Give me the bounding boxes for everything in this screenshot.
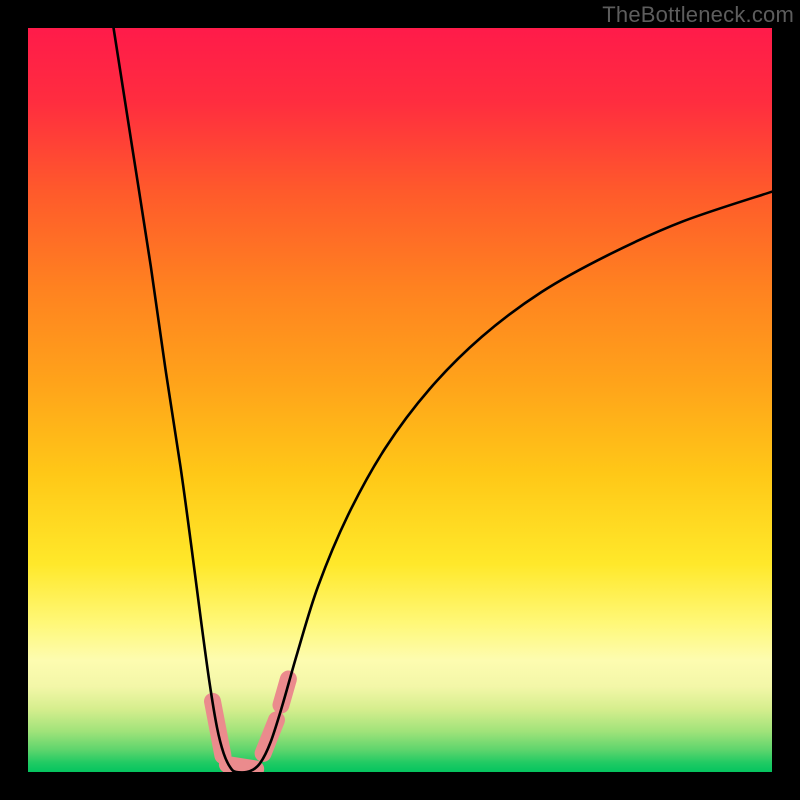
plot-area xyxy=(28,28,772,772)
gradient-background xyxy=(28,28,772,772)
watermark-text: TheBottleneck.com xyxy=(602,2,794,28)
bottleneck-chart: TheBottleneck.com xyxy=(0,0,800,800)
chart-svg xyxy=(0,0,800,800)
